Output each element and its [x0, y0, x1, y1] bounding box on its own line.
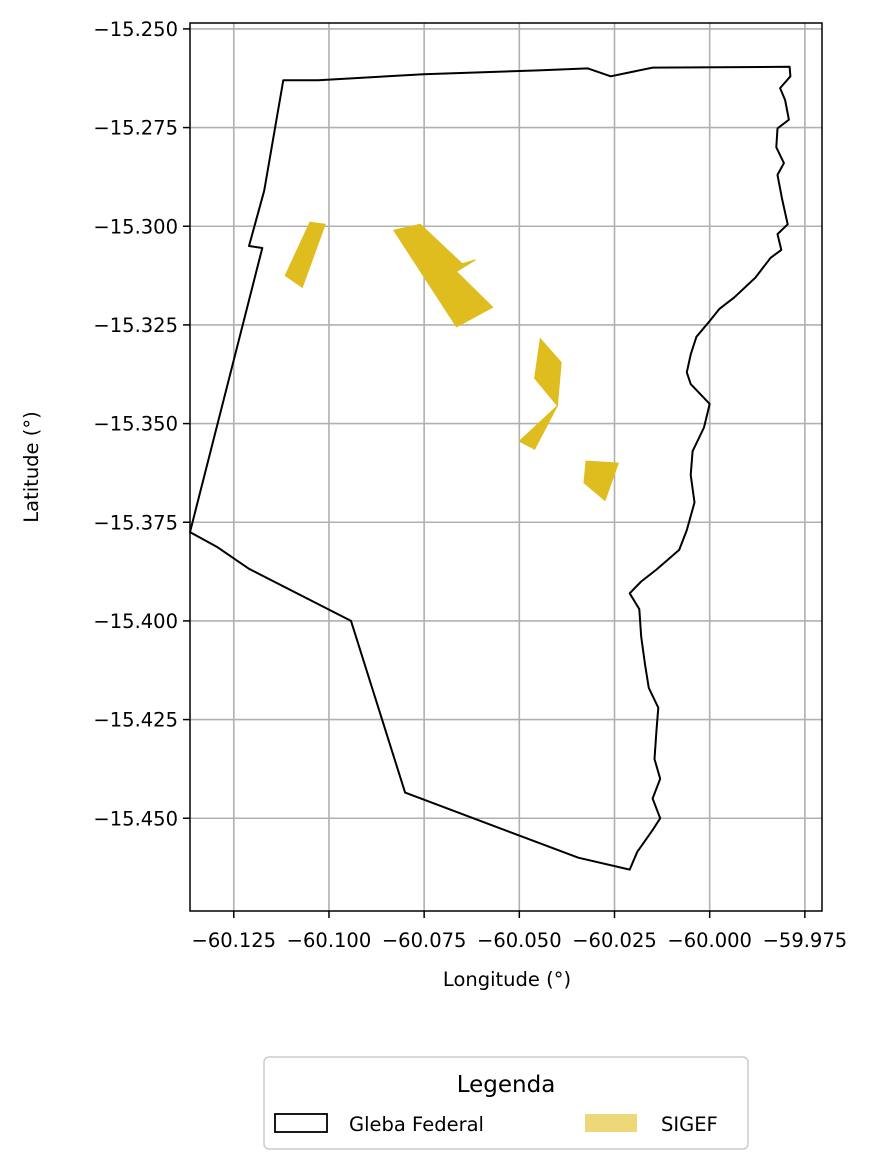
- sigef-parcel: [583, 460, 619, 502]
- x-tick-label: −60.075: [382, 929, 467, 952]
- x-tick-label: −60.125: [191, 929, 276, 952]
- legend-swatch-gleba-federal: [274, 1113, 328, 1133]
- plot-frame: [189, 22, 823, 912]
- y-axis-title: Latitude (°): [20, 411, 43, 522]
- x-tick-label: −60.025: [572, 929, 657, 952]
- y-tick-label: −15.325: [93, 314, 178, 337]
- plot-area: [183, 22, 823, 918]
- gleba-federal-layer: [189, 65, 792, 871]
- x-tick-labels: −60.125 −60.100 −60.075 −60.050 −60.025 −60.0…: [191, 929, 847, 952]
- gleba-federal-boundary: [189, 65, 792, 871]
- x-tick-label: −60.100: [287, 929, 372, 952]
- gridlines: [190, 23, 822, 911]
- plot-background: [190, 23, 822, 911]
- y-tick-label: −15.300: [93, 215, 178, 238]
- x-tick-label: −60.000: [667, 929, 752, 952]
- tick-marks: [183, 28, 806, 918]
- sigef-parcel: [392, 223, 494, 328]
- y-tick-label: −15.425: [93, 709, 178, 732]
- sigef-parcel: [518, 405, 558, 450]
- sigef-parcel: [284, 221, 326, 289]
- x-tick-label: −60.050: [477, 929, 562, 952]
- y-tick-labels: −15.250 −15.275 −15.300 −15.325 −15.350 −15.3…: [93, 18, 178, 830]
- y-tick-label: −15.250: [93, 18, 178, 41]
- legend-label-gleba-federal: Gleba Federal: [349, 1113, 484, 1136]
- y-tick-label: −15.375: [93, 511, 178, 534]
- y-tick-label: −15.450: [93, 807, 178, 830]
- sigef-layer: [284, 221, 619, 502]
- legend-swatch-sigef: [585, 1114, 637, 1132]
- y-tick-label: −15.400: [93, 610, 178, 633]
- y-tick-label: −15.275: [93, 117, 178, 140]
- x-axis-title: Longitude (°): [443, 968, 571, 991]
- legend-title: Legenda: [457, 1072, 556, 1098]
- legend-label-sigef: SIGEF: [661, 1113, 718, 1136]
- legend: Legenda Gleba Federal SIGEF: [263, 1056, 749, 1150]
- x-tick-label: −59.975: [763, 929, 848, 952]
- y-tick-label: −15.350: [93, 413, 178, 436]
